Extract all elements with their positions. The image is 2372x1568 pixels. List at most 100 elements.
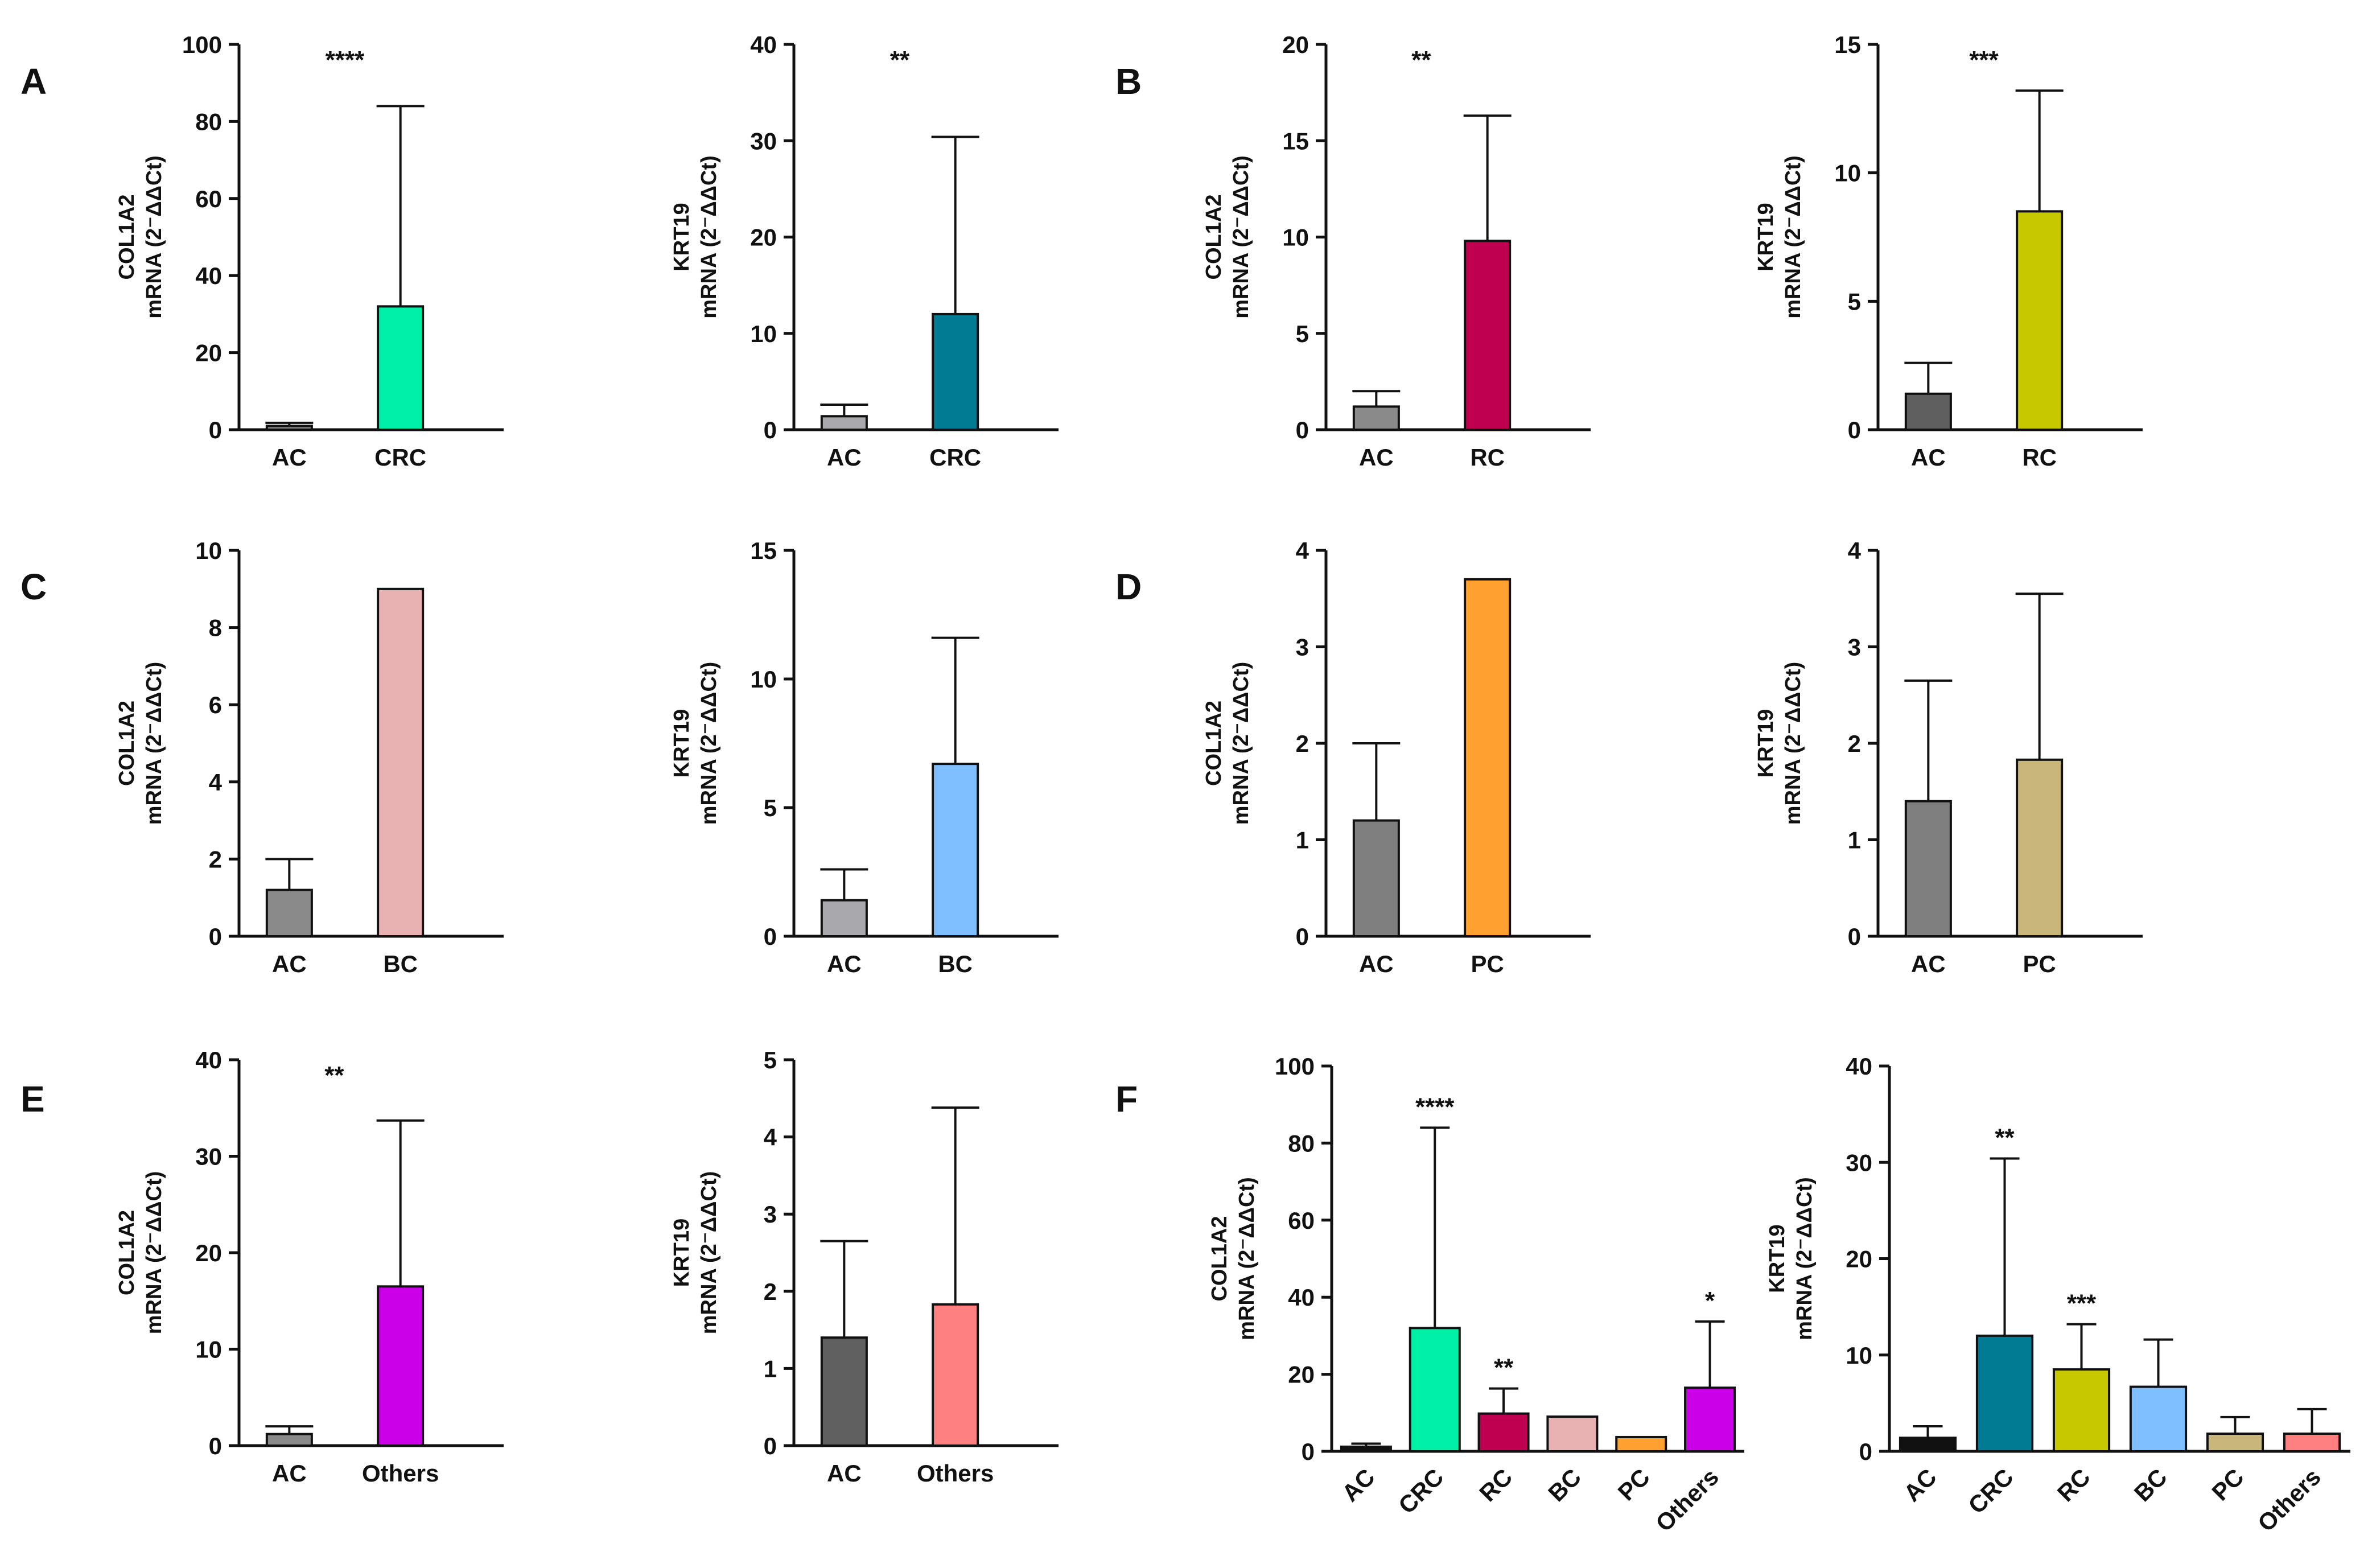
y-tick-label: 2 — [209, 846, 222, 873]
y-tick-label: 40 — [195, 262, 222, 289]
y-tick-label: 6 — [209, 692, 222, 718]
y-tick-label: 15 — [750, 537, 777, 564]
y-tick-label: 1 — [764, 1355, 777, 1382]
significance-marker: ** — [890, 46, 910, 74]
y-tick-label: 0 — [1296, 417, 1309, 443]
y-tick-label: 0 — [209, 417, 222, 443]
significance-marker: ** — [1995, 1123, 2015, 1151]
y-tick-label: 0 — [1296, 923, 1309, 950]
x-category-label: AC — [1359, 950, 1394, 977]
y-axis-unit: mRNA (2⁻ΔΔCt) — [142, 662, 166, 825]
y-axis-title: KRT19 mRNA (2⁻ΔΔCt) — [1754, 155, 1805, 318]
y-tick-label: 30 — [750, 127, 777, 154]
bar-ac — [1904, 392, 1952, 431]
x-category-label: AC — [827, 444, 862, 471]
y-tick-label: 0 — [1302, 1438, 1315, 1465]
y-tick-label: 10 — [750, 666, 777, 693]
y-tick-label: 0 — [764, 1433, 777, 1459]
y-axis-gene: KRT19 — [670, 203, 694, 271]
y-tick-label: 1 — [1848, 827, 1861, 854]
x-category-label: PC — [1471, 950, 1504, 977]
y-tick-label: 100 — [182, 31, 222, 58]
y-tick-label: 5 — [1296, 320, 1309, 347]
y-tick-label: 5 — [764, 795, 777, 821]
y-axis-unit: mRNA (2⁻ΔΔCt) — [1229, 662, 1253, 825]
y-tick-label: 20 — [1282, 31, 1309, 58]
y-tick-label: 60 — [195, 186, 222, 212]
y-axis-unit: mRNA (2⁻ΔΔCt) — [142, 1171, 166, 1334]
bar-ac — [265, 425, 313, 431]
y-tick-label: 10 — [195, 1336, 222, 1363]
chart-e2: 0 1 2 3 4 5 KRT19 mRNA (2⁻ΔΔCt) AC Others — [670, 1047, 1059, 1487]
bar-crc — [1409, 1327, 1461, 1453]
y-axis-gene: COL1A2 — [1202, 701, 1226, 786]
y-tick-label: 5 — [764, 1047, 777, 1073]
y-tick-label: 0 — [764, 923, 777, 950]
panel-letter-a: A — [20, 61, 47, 102]
y-tick-label: 0 — [1848, 923, 1861, 950]
y-axis-title: KRT19 mRNA (2⁻ΔΔCt) — [670, 155, 721, 318]
bar-rc — [1477, 1412, 1530, 1453]
x-category-label: AC — [1359, 444, 1394, 471]
y-axis-unit: mRNA (2⁻ΔΔCt) — [1229, 155, 1253, 318]
bar-ac — [820, 899, 868, 937]
y-tick-label: 1 — [1296, 827, 1309, 854]
y-tick-label: 20 — [750, 224, 777, 251]
y-axis-gene: COL1A2 — [115, 701, 139, 786]
y-axis-unit: mRNA (2⁻ΔΔCt) — [1781, 662, 1805, 825]
bar-pc — [1615, 1435, 1667, 1452]
y-tick-label: 0 — [209, 1433, 222, 1459]
x-category-label: PC — [2023, 950, 2056, 977]
y-axis-title: COL1A2 mRNA (2⁻ΔΔCt) — [115, 1171, 166, 1334]
bar-ac — [1352, 405, 1400, 431]
y-tick-label: 40 — [750, 31, 777, 58]
y-tick-label: 15 — [1834, 31, 1861, 58]
chart-b1: 0 5 10 15 20 COL1A2 mRNA (2⁻ΔΔCt) AC RC ** — [1202, 31, 1591, 471]
chart-d1: 0 1 2 3 4 COL1A2 mRNA (2⁻ΔΔCt) AC PC — [1202, 537, 1591, 977]
y-axis-title: KRT19 mRNA (2⁻ΔΔCt) — [1754, 662, 1805, 825]
y-axis-gene: KRT19 — [1754, 203, 1778, 271]
y-axis-gene: KRT19 — [1754, 709, 1778, 777]
y-tick-label: 2 — [1848, 730, 1861, 757]
y-tick-label: 30 — [1846, 1149, 1872, 1176]
bar-others — [932, 1303, 979, 1447]
y-axis-gene: COL1A2 — [115, 195, 139, 280]
significance-marker: *** — [1969, 46, 1999, 74]
bar-ac — [820, 1336, 868, 1447]
y-tick-label: 80 — [195, 108, 222, 135]
y-tick-label: 80 — [1288, 1130, 1315, 1157]
y-axis-title: KRT19 mRNA (2⁻ΔΔCt) — [670, 1171, 721, 1334]
x-category-label: Others — [917, 1460, 994, 1487]
chart-b2: 0 5 10 15 KRT19 mRNA (2⁻ΔΔCt) AC RC *** — [1754, 31, 2143, 471]
bar-ac — [820, 415, 868, 431]
x-category-label: BC — [938, 950, 973, 977]
x-category-label: AC — [272, 444, 307, 471]
bar-ac — [1899, 1437, 1957, 1452]
bar-ac — [1904, 800, 1952, 937]
significance-marker: **** — [1415, 1093, 1455, 1121]
chart-a2: 0 10 20 30 40 KRT19 mRNA (2⁻ΔΔCt) AC CRC ** — [670, 31, 1059, 471]
y-axis-gene: KRT19 — [1765, 1224, 1789, 1293]
y-tick-label: 2 — [764, 1278, 777, 1305]
y-tick-label: 3 — [764, 1201, 777, 1228]
chart-c1: 0 2 4 6 8 10 COL1A2 mRNA (2⁻ΔΔCt) AC BC — [115, 537, 504, 977]
bar-rc — [2016, 210, 2064, 431]
y-tick-label: 15 — [1282, 127, 1309, 154]
panel-letter-b: B — [1115, 61, 1142, 102]
y-axis-unit: mRNA (2⁻ΔΔCt) — [697, 155, 721, 318]
y-axis-title: KRT19 mRNA (2⁻ΔΔCt) — [670, 662, 721, 825]
chart-a1: 0 20 40 60 80 100 COL1A2 mRNA (2⁻ΔΔCt) AC CRC **** — [115, 31, 504, 471]
y-tick-label: 8 — [209, 615, 222, 641]
chart-c2: 0 5 10 15 KRT19 mRNA (2⁻ΔΔCt) AC BC — [670, 537, 1059, 977]
x-category-label: CRC — [929, 444, 981, 471]
y-axis-gene: COL1A2 — [1202, 195, 1226, 280]
bar-ac — [265, 1433, 313, 1447]
y-axis-unit: mRNA (2⁻ΔΔCt) — [697, 1171, 721, 1334]
y-tick-label: 30 — [195, 1143, 222, 1170]
significance-marker: *** — [2067, 1290, 2097, 1318]
bar-crc — [377, 305, 425, 431]
y-tick-label: 3 — [1848, 634, 1861, 661]
y-tick-label: 10 — [750, 320, 777, 347]
significance-marker: ** — [1411, 46, 1431, 74]
